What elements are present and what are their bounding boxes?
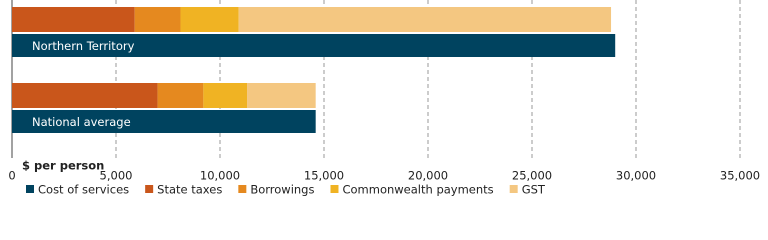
- legend-swatch: [238, 185, 247, 193]
- x-tick-label: 20,000: [408, 169, 448, 183]
- x-tick-label: 30,000: [616, 169, 656, 183]
- x-tick-label: 5,000: [100, 169, 133, 183]
- legend-swatch: [330, 185, 339, 193]
- x-tick-label: 0: [8, 169, 15, 183]
- legend-label: Commonwealth payments: [342, 183, 493, 197]
- legend-label: GST: [522, 183, 546, 197]
- bar-segment: [238, 7, 612, 32]
- bar-segment: [12, 83, 158, 108]
- x-tick-label: 15,000: [304, 169, 344, 183]
- category-label: Northern Territory: [32, 39, 135, 53]
- legend-label: Borrowings: [250, 183, 314, 197]
- legend-swatch: [145, 185, 154, 193]
- legend-swatch: [26, 185, 34, 193]
- chart: $ per person 0 5,000 10,000 15,000 20,000 25,…: [8, 0, 760, 197]
- x-tick-label: 10,000: [200, 169, 240, 183]
- legend-swatch: [509, 185, 518, 193]
- bar-segment: [134, 7, 181, 32]
- category-label: National average: [32, 115, 131, 129]
- x-axis-label: $ per person: [22, 159, 104, 173]
- bar-segment: [203, 83, 248, 108]
- legend-label: State taxes: [157, 183, 222, 197]
- bar-segment: [157, 83, 204, 108]
- bar-segment: [180, 7, 239, 32]
- x-tick-label: 25,000: [512, 169, 552, 183]
- bar: [12, 34, 616, 57]
- bar: [12, 110, 316, 133]
- bar-segment: [12, 7, 135, 32]
- x-tick-label: 35,000: [720, 169, 760, 183]
- bar-segment: [247, 83, 316, 108]
- legend-label: Cost of services: [38, 183, 129, 197]
